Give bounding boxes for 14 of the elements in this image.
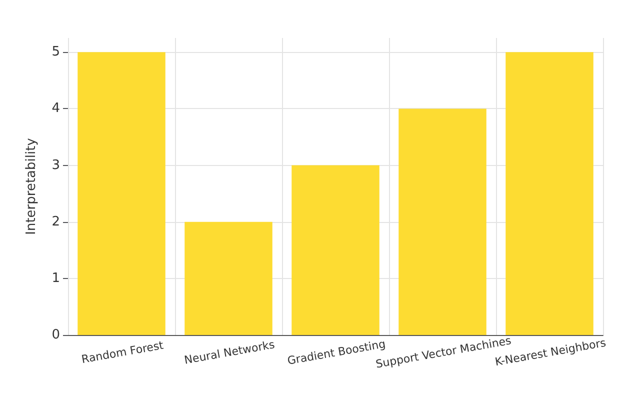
y-axis-title: Interpretability	[24, 138, 39, 235]
y-tick-label: 1	[52, 270, 60, 286]
bar	[398, 108, 486, 335]
bar	[506, 52, 594, 335]
y-tick-label: 5	[52, 44, 60, 60]
y-tick-label: 3	[52, 158, 60, 173]
bar	[78, 52, 166, 335]
x-tick-label: Neural Networks	[183, 338, 276, 367]
bar	[292, 165, 380, 335]
bar	[184, 222, 272, 335]
x-tick-label: Random Forest	[80, 338, 166, 366]
y-tick-label: 4	[52, 101, 60, 116]
y-tick-label: 2	[52, 214, 60, 230]
y-tick-label: 0	[52, 328, 60, 342]
